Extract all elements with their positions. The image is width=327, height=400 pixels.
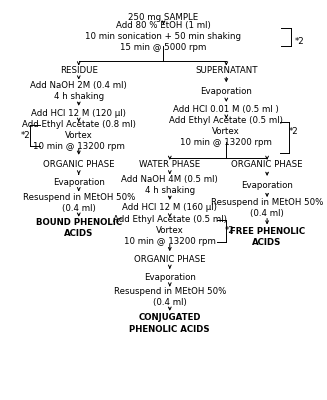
Text: CONJUGATED
PHENOLIC ACIDS: CONJUGATED PHENOLIC ACIDS (129, 314, 210, 334)
Text: Add NaOH 2M (0.4 ml)
4 h shaking: Add NaOH 2M (0.4 ml) 4 h shaking (30, 81, 127, 101)
Text: Evaporation: Evaporation (200, 86, 252, 96)
Text: *2: *2 (225, 226, 234, 235)
Text: Add 80 % EtOH (1 ml)
10 min sonication + 50 min shaking
15 min @ 5000 rpm: Add 80 % EtOH (1 ml) 10 min sonication +… (85, 20, 242, 52)
Text: Add HCl 0.01 M (0.5 ml ): Add HCl 0.01 M (0.5 ml ) (173, 105, 279, 114)
Text: BOUND PHENOLIC
ACIDS: BOUND PHENOLIC ACIDS (36, 218, 122, 238)
Text: *2: *2 (21, 131, 30, 140)
Text: SUPERNATANT: SUPERNATANT (195, 66, 258, 75)
Text: Evaporation: Evaporation (53, 178, 105, 187)
Text: Add HCl 12 M (120 μl): Add HCl 12 M (120 μl) (31, 109, 126, 118)
Text: WATER PHASE: WATER PHASE (139, 160, 200, 169)
Text: Resuspend in MEtOH 50%
(0.4 ml): Resuspend in MEtOH 50% (0.4 ml) (113, 287, 226, 307)
Text: ORGANIC PHASE: ORGANIC PHASE (43, 160, 114, 169)
Text: *2: *2 (289, 127, 299, 136)
Text: *2: *2 (295, 37, 305, 46)
Text: ORGANIC PHASE: ORGANIC PHASE (231, 160, 303, 169)
Text: FREE PHENOLIC
ACIDS: FREE PHENOLIC ACIDS (230, 227, 305, 247)
Text: Add HCl 12 M (160 μl): Add HCl 12 M (160 μl) (122, 203, 217, 212)
Text: Evaporation: Evaporation (144, 273, 196, 282)
Text: Add Ethyl Acetate (0.5 ml)
Vortex
10 min @ 13200 rpm: Add Ethyl Acetate (0.5 ml) Vortex 10 min… (169, 116, 283, 147)
Text: Add NaOH 4M (0.5 ml)
4 h shaking: Add NaOH 4M (0.5 ml) 4 h shaking (121, 175, 218, 195)
Text: Add Ethyl Acetate (0.8 ml)
Vortex
10 min @ 13200 rpm: Add Ethyl Acetate (0.8 ml) Vortex 10 min… (22, 120, 136, 151)
Text: 250 mg SAMPLE: 250 mg SAMPLE (129, 13, 198, 22)
Text: Add Ethyl Acetate (0.5 ml)
Vortex
10 min @ 13200 rpm: Add Ethyl Acetate (0.5 ml) Vortex 10 min… (113, 215, 227, 246)
Text: Resuspend in MEtOH 50%
(0.4 ml): Resuspend in MEtOH 50% (0.4 ml) (211, 198, 323, 218)
Text: ORGANIC PHASE: ORGANIC PHASE (134, 255, 206, 264)
Text: RESIDUE: RESIDUE (60, 66, 98, 75)
Text: Resuspend in MEtOH 50%
(0.4 ml): Resuspend in MEtOH 50% (0.4 ml) (23, 193, 135, 213)
Text: Evaporation: Evaporation (241, 181, 293, 190)
